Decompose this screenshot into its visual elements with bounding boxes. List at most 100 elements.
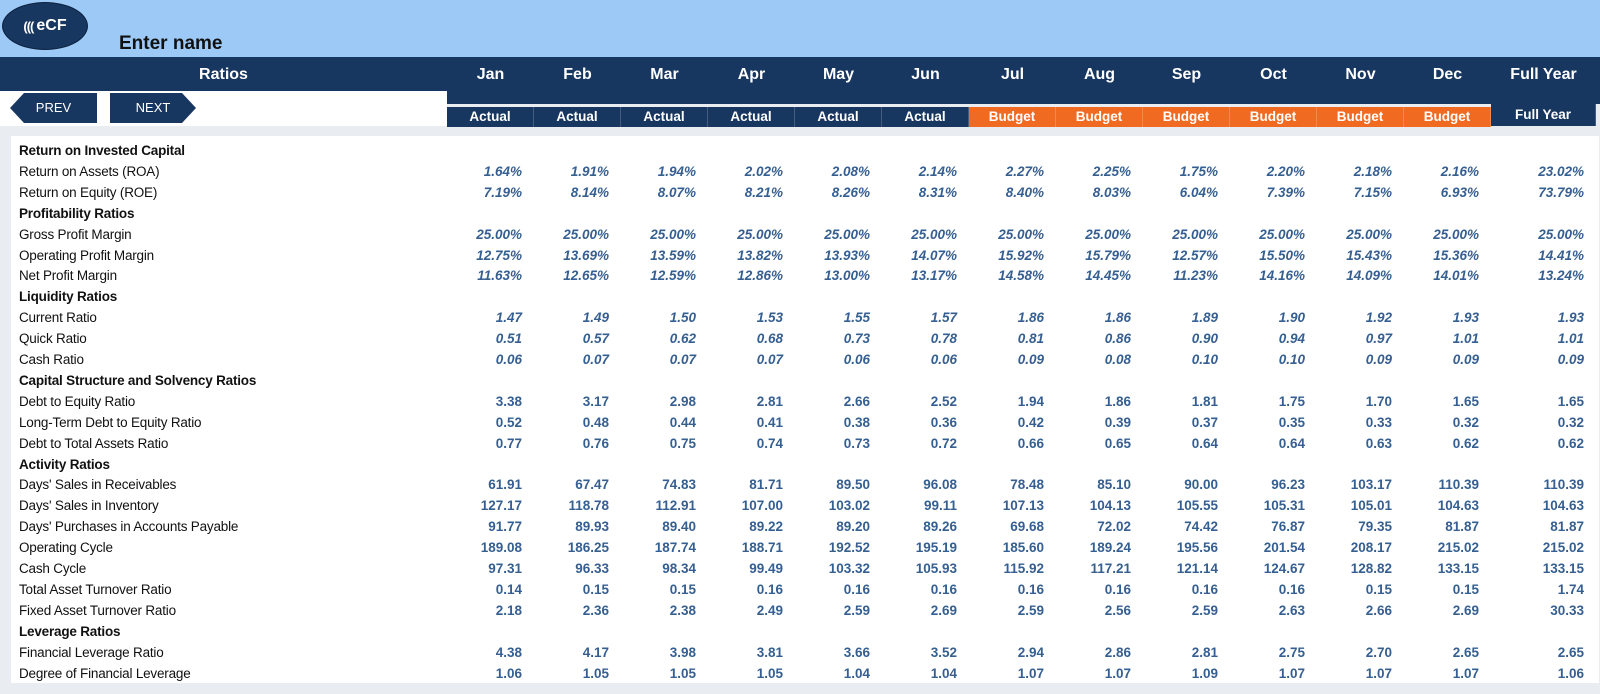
- table-cell[interactable]: 2.63: [1278, 602, 1305, 618]
- table-cell[interactable]: 1.09: [1191, 665, 1218, 681]
- table-cell[interactable]: 104.13: [1089, 498, 1131, 514]
- table-cell[interactable]: 76.87: [1271, 519, 1305, 535]
- table-cell[interactable]: 103.17: [1350, 477, 1392, 493]
- table-cell[interactable]: 13.69%: [563, 247, 609, 263]
- table-cell[interactable]: 3.17: [582, 393, 609, 409]
- table-cell[interactable]: 0.16: [1104, 581, 1131, 597]
- table-cell[interactable]: 0.73: [843, 331, 870, 347]
- table-cell[interactable]: 81.87: [1445, 519, 1479, 535]
- table-cell[interactable]: 0.41: [756, 414, 783, 430]
- table-cell[interactable]: 0.16: [843, 581, 870, 597]
- table-cell[interactable]: 121.14: [1176, 561, 1218, 576]
- table-cell[interactable]: 0.09: [1557, 352, 1584, 367]
- table-cell[interactable]: 0.62: [1452, 435, 1479, 451]
- table-cell[interactable]: 188.71: [741, 540, 783, 556]
- table-cell[interactable]: 2.69: [930, 602, 957, 618]
- table-cell[interactable]: 13.82%: [737, 247, 783, 263]
- table-cell[interactable]: 0.68: [756, 331, 783, 347]
- table-cell[interactable]: 3.81: [756, 644, 783, 660]
- table-cell[interactable]: 0.62: [669, 331, 696, 347]
- table-cell[interactable]: 1.47: [495, 310, 522, 326]
- table-cell[interactable]: 0.10: [1191, 352, 1218, 367]
- table-cell[interactable]: 0.16: [1191, 581, 1218, 597]
- table-cell[interactable]: 0.06: [930, 352, 957, 367]
- table-cell[interactable]: 0.94: [1278, 331, 1305, 347]
- table-cell[interactable]: 96.33: [575, 561, 609, 576]
- table-cell[interactable]: 81.71: [749, 477, 783, 493]
- table-cell[interactable]: 1.74: [1557, 581, 1584, 597]
- table-cell[interactable]: 0.64: [1278, 435, 1305, 451]
- table-cell[interactable]: 89.93: [575, 519, 609, 535]
- table-cell[interactable]: 25.00%: [1085, 226, 1131, 242]
- table-cell[interactable]: 14.45%: [1085, 268, 1131, 284]
- table-cell[interactable]: 0.77: [495, 435, 522, 451]
- table-cell[interactable]: 0.33: [1365, 414, 1392, 430]
- table-cell[interactable]: 8.21%: [744, 184, 783, 200]
- table-cell[interactable]: 1.05: [756, 665, 783, 681]
- table-cell[interactable]: 74.83: [662, 477, 696, 493]
- table-cell[interactable]: 91.77: [488, 519, 522, 535]
- table-cell[interactable]: 1.04: [930, 665, 957, 681]
- table-cell[interactable]: 15.79%: [1085, 247, 1131, 263]
- table-cell[interactable]: 12.59%: [650, 268, 696, 284]
- table-cell[interactable]: 72.02: [1097, 519, 1131, 535]
- table-cell[interactable]: 201.54: [1263, 540, 1305, 556]
- table-cell[interactable]: 0.75: [669, 435, 696, 451]
- table-cell[interactable]: 1.91%: [570, 163, 609, 179]
- table-cell[interactable]: 14.07%: [911, 247, 957, 263]
- table-cell[interactable]: 89.50: [836, 477, 870, 493]
- table-cell[interactable]: 0.78: [930, 331, 957, 347]
- table-cell[interactable]: 0.38: [843, 414, 870, 430]
- table-cell[interactable]: 30.33: [1550, 602, 1584, 618]
- table-cell[interactable]: 2.65: [1452, 644, 1479, 660]
- table-cell[interactable]: 0.09: [1365, 352, 1392, 367]
- table-cell[interactable]: 195.19: [915, 540, 957, 556]
- table-cell[interactable]: 1.07: [1365, 665, 1392, 681]
- table-cell[interactable]: 1.90: [1278, 310, 1305, 326]
- table-cell[interactable]: 23.02%: [1538, 163, 1584, 179]
- table-cell[interactable]: 2.65: [1557, 644, 1584, 660]
- table-cell[interactable]: 0.35: [1278, 414, 1305, 430]
- table-cell[interactable]: 1.05: [669, 665, 696, 681]
- table-cell[interactable]: 3.66: [843, 644, 870, 660]
- table-cell[interactable]: 112.91: [655, 498, 696, 514]
- table-cell[interactable]: 3.98: [669, 644, 696, 660]
- table-cell[interactable]: 0.65: [1104, 435, 1131, 451]
- table-cell[interactable]: 25.00%: [563, 226, 609, 242]
- table-cell[interactable]: 13.17%: [911, 268, 957, 284]
- table-cell[interactable]: 25.00%: [737, 226, 783, 242]
- table-cell[interactable]: 1.81: [1191, 393, 1218, 409]
- table-cell[interactable]: 99.11: [923, 498, 957, 514]
- table-cell[interactable]: 0.52: [495, 414, 522, 430]
- table-cell[interactable]: 2.59: [1017, 602, 1044, 618]
- table-cell[interactable]: 0.07: [756, 352, 783, 367]
- table-cell[interactable]: 1.04: [843, 665, 870, 681]
- table-cell[interactable]: 185.60: [1002, 540, 1044, 556]
- table-cell[interactable]: 104.63: [1437, 498, 1479, 514]
- table-cell[interactable]: 12.57%: [1172, 247, 1218, 263]
- table-cell[interactable]: 2.66: [843, 393, 870, 409]
- table-cell[interactable]: 2.81: [1191, 644, 1218, 660]
- table-cell[interactable]: 85.10: [1097, 477, 1131, 493]
- table-cell[interactable]: 0.16: [1017, 581, 1044, 597]
- table-cell[interactable]: 15.50%: [1259, 247, 1305, 263]
- table-cell[interactable]: 0.73: [843, 435, 870, 451]
- table-cell[interactable]: 7.15%: [1353, 184, 1392, 200]
- table-cell[interactable]: 2.20%: [1266, 163, 1305, 179]
- table-cell[interactable]: 1.53: [756, 310, 783, 326]
- table-cell[interactable]: 15.43%: [1346, 247, 1392, 263]
- table-cell[interactable]: 90.00: [1184, 477, 1218, 493]
- table-cell[interactable]: 25.00%: [1172, 226, 1218, 242]
- table-cell[interactable]: 8.26%: [831, 184, 870, 200]
- table-cell[interactable]: 1.65: [1557, 393, 1584, 409]
- table-cell[interactable]: 14.01%: [1433, 268, 1479, 284]
- table-cell[interactable]: 14.41%: [1538, 247, 1584, 263]
- table-cell[interactable]: 1.64%: [483, 163, 522, 179]
- table-cell[interactable]: 2.56: [1104, 602, 1131, 618]
- table-cell[interactable]: 25.00%: [1259, 226, 1305, 242]
- table-cell[interactable]: 105.31: [1263, 498, 1305, 514]
- table-cell[interactable]: 0.14: [495, 581, 522, 597]
- table-cell[interactable]: 2.70: [1365, 644, 1392, 660]
- table-cell[interactable]: 127.17: [480, 498, 522, 514]
- table-cell[interactable]: 2.25%: [1092, 163, 1131, 179]
